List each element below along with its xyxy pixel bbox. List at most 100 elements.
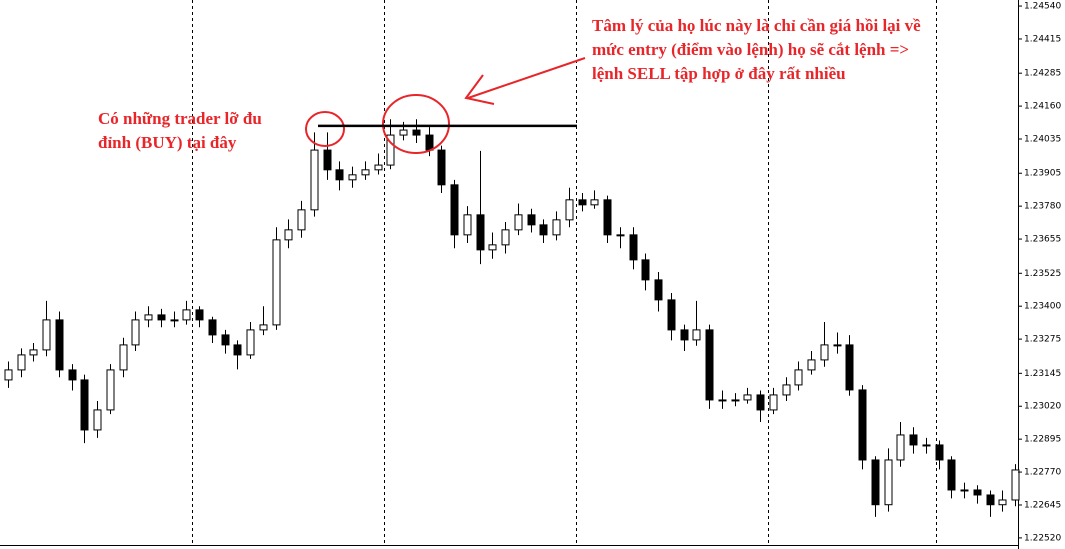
candle-body xyxy=(756,394,765,411)
candle-body xyxy=(858,389,867,461)
highlight-circle xyxy=(305,111,345,147)
y-tick-label: 1.22520 xyxy=(1024,533,1061,543)
candle-body xyxy=(374,164,383,171)
candle-body xyxy=(909,434,918,446)
candle-body xyxy=(807,359,816,371)
candle-body xyxy=(323,149,332,171)
candle-body xyxy=(386,134,395,166)
candle-body xyxy=(425,134,434,151)
candle-body xyxy=(463,214,472,236)
candle-body xyxy=(272,239,281,326)
highlight-circle xyxy=(382,94,450,154)
candle-body xyxy=(922,444,931,447)
candle-body xyxy=(680,329,689,341)
annotation: Có những trader lỡ đu xyxy=(98,109,262,128)
candle-body xyxy=(692,329,701,341)
candle-body xyxy=(718,399,727,402)
candle-body xyxy=(106,369,115,411)
candle-body xyxy=(705,329,714,401)
candle-body xyxy=(55,319,64,371)
candle-body xyxy=(208,319,217,336)
candle-body xyxy=(233,344,242,356)
annotation: mức entry (điểm vào lệnh) họ sẽ cắt lệnh… xyxy=(592,40,909,59)
candle-body xyxy=(259,324,268,331)
candle-body xyxy=(80,379,89,431)
y-tick-label: 1.23020 xyxy=(1024,402,1061,412)
y-tick-label: 1.23145 xyxy=(1024,369,1061,379)
candle-body xyxy=(42,319,51,351)
candle-body xyxy=(131,319,140,346)
candle-body xyxy=(641,259,650,281)
candle-body xyxy=(960,489,969,492)
candle-body xyxy=(284,229,293,241)
candle-body xyxy=(361,169,370,176)
y-tick-label: 1.23525 xyxy=(1024,269,1061,279)
candle-body xyxy=(629,234,638,261)
y-tick-label: 1.23780 xyxy=(1024,202,1061,212)
candle-body xyxy=(335,169,344,181)
candle-body xyxy=(947,459,956,491)
y-tick-label: 1.24415 xyxy=(1024,34,1061,44)
separators xyxy=(192,0,937,545)
candle-body xyxy=(144,314,153,321)
y-tick-label: 1.24160 xyxy=(1024,102,1061,112)
candle-body xyxy=(527,214,536,226)
candle-body xyxy=(221,334,230,346)
candle-body xyxy=(246,329,255,356)
candle-body xyxy=(935,444,944,461)
y-tick-label: 1.23400 xyxy=(1024,302,1061,312)
candle-body xyxy=(297,209,306,231)
candle-body xyxy=(348,174,357,181)
candle-body xyxy=(603,199,612,236)
candle-body xyxy=(195,309,204,321)
candle-body xyxy=(845,344,854,391)
candle-body xyxy=(1011,469,1020,501)
candle-body xyxy=(437,149,446,186)
candle-body xyxy=(820,344,829,361)
candle-body xyxy=(501,229,510,246)
candle-body xyxy=(399,129,408,136)
candle-body xyxy=(794,369,803,386)
candle-body xyxy=(310,149,319,211)
candle-body xyxy=(450,184,459,236)
y-tick-label: 1.24540 xyxy=(1024,2,1061,12)
candle-body xyxy=(412,129,421,136)
candle-body xyxy=(17,354,26,371)
candle-body xyxy=(973,489,982,496)
candle-body xyxy=(654,279,663,301)
y-tick-label: 1.22895 xyxy=(1024,435,1061,445)
plot xyxy=(4,119,1020,517)
candle-body xyxy=(476,214,485,251)
y-tick-label: 1.24285 xyxy=(1024,69,1061,79)
candle-body xyxy=(986,494,995,506)
candle-body xyxy=(68,369,77,381)
candle-body xyxy=(552,219,561,236)
candle-body xyxy=(998,499,1007,506)
candle-body xyxy=(182,309,191,321)
candle-body xyxy=(578,199,587,206)
candle-body xyxy=(731,399,740,402)
candle-body xyxy=(170,319,179,322)
candle-body xyxy=(565,199,574,221)
annotation: Tâm lý của họ lúc này là chỉ cần giá hồi… xyxy=(592,16,921,35)
arrow xyxy=(464,57,586,105)
candle-body xyxy=(488,244,497,251)
candle-body xyxy=(833,344,842,347)
candle-body xyxy=(743,394,752,401)
y-tick-label: 1.22645 xyxy=(1024,500,1061,510)
annotation: lệnh SELL tập hợp ở đây rất nhiều xyxy=(592,64,846,83)
candle-body xyxy=(119,344,128,371)
candle-body xyxy=(871,459,880,506)
y-tick-label: 1.23655 xyxy=(1024,235,1061,245)
candle-body xyxy=(896,434,905,461)
candle-body xyxy=(782,384,791,396)
candle-body xyxy=(769,394,778,411)
candle-body xyxy=(590,199,599,206)
candle-body xyxy=(539,224,548,236)
candle-body xyxy=(884,459,893,506)
candle-body xyxy=(616,234,625,237)
y-tick-label: 1.23275 xyxy=(1024,335,1061,345)
annotation: đỉnh (BUY) tại đây xyxy=(98,133,237,152)
